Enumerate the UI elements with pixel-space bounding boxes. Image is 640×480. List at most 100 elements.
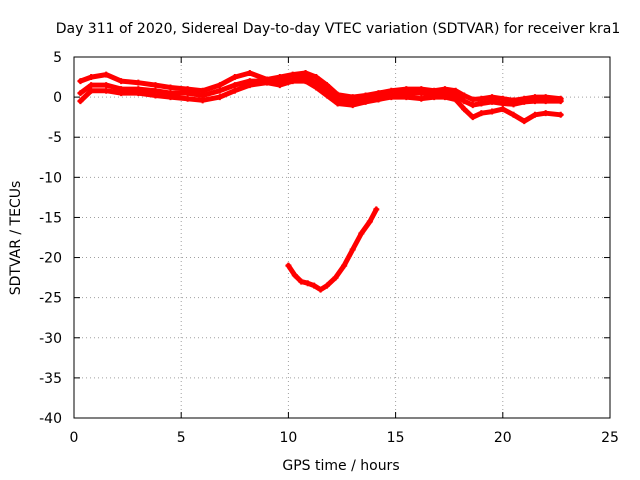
data-point <box>77 78 84 85</box>
data-point <box>478 100 485 107</box>
series-arc <box>285 206 380 293</box>
data-point <box>373 206 380 213</box>
data-point <box>246 82 253 89</box>
data-point <box>263 79 270 86</box>
data-point <box>135 90 142 97</box>
y-tick-label: -40 <box>39 411 62 427</box>
data-point <box>311 282 318 289</box>
data-point <box>469 102 476 109</box>
data-point <box>531 111 538 118</box>
data-point <box>216 82 223 89</box>
data-point <box>152 82 159 89</box>
data-point <box>388 94 395 101</box>
data-point <box>418 95 425 102</box>
data-point <box>317 286 324 293</box>
series-band-lower <box>77 78 564 125</box>
data-point <box>362 98 369 105</box>
data-point <box>304 280 311 287</box>
data-point <box>489 98 496 105</box>
data-point <box>103 82 110 89</box>
data-point <box>461 98 468 105</box>
data-point <box>231 74 238 81</box>
y-axis-ticks: 5 0 -5 -10 -15 -20 -25 -30 -35 -40 <box>39 50 610 427</box>
grid <box>74 57 610 418</box>
data-point <box>334 100 341 107</box>
data-point <box>461 106 468 113</box>
data-point <box>246 70 253 77</box>
chart-title: Day 311 of 2020, Sidereal Day-to-day VTE… <box>56 21 621 37</box>
data-point <box>469 96 476 103</box>
y-tick-label: -30 <box>39 331 62 347</box>
x-tick-label: 5 <box>177 430 186 446</box>
data-point <box>298 278 305 285</box>
y-tick-label: -15 <box>39 210 62 226</box>
y-tick-label: -25 <box>39 291 62 307</box>
data-series <box>77 70 564 293</box>
data-point <box>289 78 296 85</box>
series-band-upper <box>77 70 564 104</box>
x-tick-label: 10 <box>279 430 297 446</box>
data-point <box>349 102 356 109</box>
data-point <box>118 90 125 97</box>
data-point <box>135 79 142 86</box>
data-point <box>118 78 125 85</box>
data-point <box>542 98 549 105</box>
data-point <box>285 262 292 269</box>
data-point <box>167 84 174 91</box>
x-tick-label: 25 <box>601 430 619 446</box>
data-point <box>323 282 330 289</box>
data-point <box>231 82 238 89</box>
data-point <box>521 118 528 125</box>
y-tick-label: -20 <box>39 251 62 267</box>
x-tick-label: 15 <box>387 430 405 446</box>
y-tick-label: 5 <box>53 50 62 66</box>
y-axis-label: SDTVAR / TECUs <box>8 181 24 296</box>
data-point <box>216 94 223 101</box>
data-point <box>441 94 448 101</box>
data-point <box>478 110 485 117</box>
data-point <box>184 95 191 102</box>
data-point <box>77 90 84 97</box>
data-point <box>199 97 206 104</box>
data-point <box>323 92 330 99</box>
data-point <box>332 274 339 281</box>
data-point <box>499 100 506 107</box>
data-point <box>542 110 549 117</box>
y-tick-label: -35 <box>39 371 62 387</box>
data-point <box>418 90 425 97</box>
x-tick-label: 0 <box>70 430 79 446</box>
data-point <box>313 84 320 91</box>
y-tick-label: -5 <box>48 130 62 146</box>
data-point <box>521 98 528 105</box>
data-point <box>489 108 496 115</box>
data-point <box>341 262 348 269</box>
data-point <box>403 94 410 101</box>
data-point <box>431 94 438 101</box>
data-point <box>461 92 468 99</box>
plot-frame <box>73 56 611 419</box>
y-tick-label: 0 <box>53 90 62 106</box>
data-point <box>349 246 356 253</box>
data-point <box>184 90 191 97</box>
data-point <box>88 82 95 89</box>
x-axis-label: GPS time / hours <box>282 458 399 474</box>
data-point <box>231 87 238 94</box>
data-point <box>499 106 506 113</box>
data-point <box>103 71 110 78</box>
data-point <box>152 92 159 99</box>
data-point <box>103 87 110 94</box>
y-tick-label: -10 <box>39 170 62 186</box>
data-point <box>302 78 309 85</box>
data-point <box>510 111 517 118</box>
data-point <box>510 101 517 108</box>
data-point <box>531 98 538 105</box>
data-point <box>77 98 84 105</box>
data-point <box>557 111 564 118</box>
data-point <box>276 82 283 89</box>
data-point <box>375 96 382 103</box>
data-point <box>323 82 330 89</box>
data-point <box>366 218 373 225</box>
data-point <box>469 114 476 121</box>
data-point <box>88 87 95 94</box>
